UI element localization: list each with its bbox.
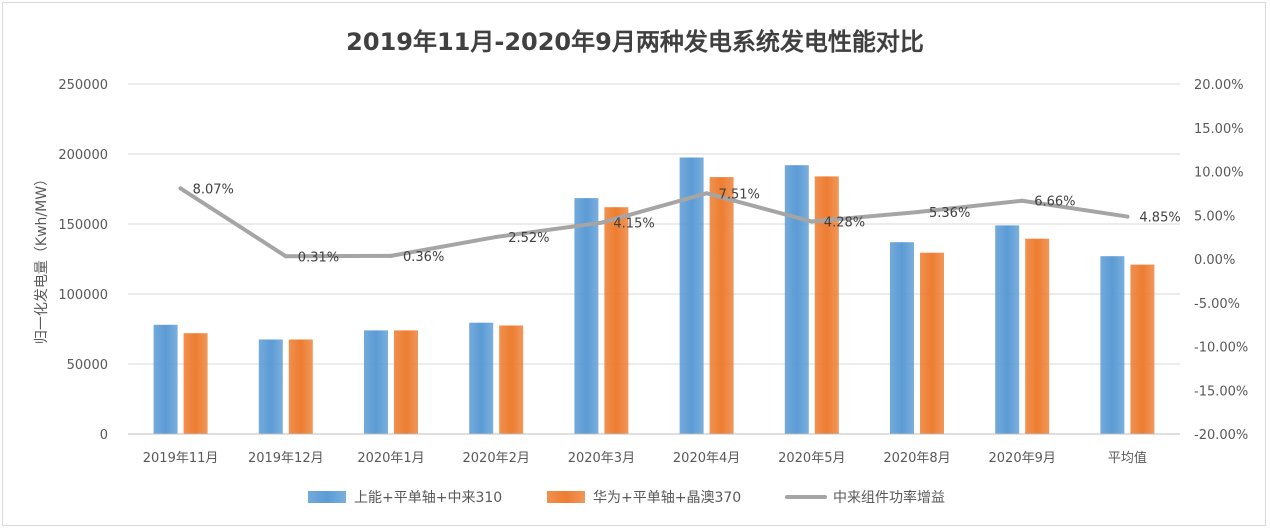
x-tick-label: 2019年12月	[248, 451, 324, 466]
line-point	[809, 219, 814, 224]
bar	[394, 330, 418, 434]
bar	[499, 325, 524, 434]
line-point	[599, 220, 604, 225]
x-tick-label: 2019年11月	[143, 451, 219, 466]
y2-tick-label: -15.00%	[1194, 384, 1248, 399]
bar	[1025, 238, 1050, 434]
data-label: 4.15%	[613, 217, 654, 232]
bar-series	[153, 157, 1155, 434]
y-axis-label: 归一化发电量（Kwh/MW）	[33, 172, 50, 344]
x-tick-label: 2020年2月	[463, 451, 530, 466]
y2-tick-label: -20.00%	[1194, 428, 1248, 443]
bar	[890, 242, 914, 434]
x-tick-label: 2020年4月	[673, 451, 740, 466]
bar	[258, 339, 283, 434]
line-path	[178, 186, 1130, 259]
y-tick-label: 250000	[58, 78, 108, 93]
x-tick-label: 2020年5月	[778, 451, 845, 466]
legend-label: 华为+平单轴+晶澳370	[593, 490, 741, 506]
legend-label: 上能+平单轴+中来310	[354, 490, 502, 506]
data-label: 0.31%	[298, 250, 339, 265]
y-axis-left: 0 50000 100000 150000 200000 250000	[58, 78, 108, 443]
y2-tick-label: -10.00%	[1194, 341, 1248, 356]
bar	[995, 225, 1020, 434]
data-label: 4.85%	[1139, 211, 1180, 226]
bar	[679, 157, 704, 434]
data-label: 4.28%	[824, 216, 865, 231]
bar	[153, 324, 178, 434]
line-point	[389, 253, 393, 258]
bar	[1130, 264, 1155, 434]
line-point	[178, 186, 183, 191]
y-axis-right: -20.00% -15.00% -10.00% -5.00% 0.00% 5.00% 10.…	[1194, 78, 1248, 443]
legend-swatch	[547, 491, 585, 503]
y2-tick-label: 15.00%	[1194, 122, 1244, 137]
x-tick-label: 2020年3月	[568, 451, 635, 466]
y-tick-label: 100000	[58, 288, 108, 303]
line-point	[1125, 214, 1130, 219]
bar	[364, 330, 388, 434]
line-point	[1020, 198, 1025, 203]
x-axis: 2019年11月 2019年12月 2020年1月 2020年2月 2020年3月 202…	[128, 433, 1180, 466]
bar	[574, 198, 599, 434]
data-label: 8.07%	[193, 182, 234, 197]
x-tick-label: 2020年1月	[357, 451, 424, 466]
bar	[709, 177, 734, 434]
y-tick-label: 50000	[67, 358, 108, 373]
line-point	[704, 191, 709, 196]
bar	[1100, 256, 1125, 434]
y-tick-label: 0	[100, 428, 108, 443]
y2-tick-label: 20.00%	[1194, 78, 1244, 93]
data-label: 6.66%	[1034, 195, 1075, 210]
data-label: 7.51%	[719, 187, 760, 202]
line-point	[283, 254, 288, 259]
data-label: 2.52%	[508, 231, 549, 246]
line-point	[494, 234, 499, 239]
bar	[604, 207, 629, 434]
y-tick-label: 150000	[58, 218, 108, 233]
bar	[288, 339, 313, 434]
bar	[784, 165, 809, 434]
y2-tick-label: 10.00%	[1194, 166, 1244, 181]
line-series: 8.07% 0.31% 0.36% 2.52% 4.15% 7.51% 4.28% 5.36%…	[178, 182, 1181, 265]
data-label: 5.36%	[929, 206, 970, 221]
gridlines	[128, 83, 1180, 435]
legend-label: 中来组件功率增益	[833, 489, 945, 506]
x-tick-label: 2020年8月	[883, 451, 950, 466]
y2-tick-label: 0.00%	[1194, 253, 1235, 268]
data-label: 0.36%	[403, 250, 444, 265]
line-point	[915, 210, 919, 215]
chart-title: 2019年11月-2020年9月两种发电系统发电性能对比	[346, 28, 924, 56]
legend-swatch	[308, 491, 346, 503]
y-tick-label: 200000	[58, 148, 108, 163]
legend: 上能+平单轴+中来310 华为+平单轴+晶澳370 中来组件功率增益	[308, 489, 945, 506]
y2-tick-label: 5.00%	[1194, 209, 1235, 224]
y2-tick-label: -5.00%	[1194, 297, 1240, 312]
bar	[469, 322, 494, 434]
bar	[920, 252, 944, 434]
x-tick-label: 2020年9月	[989, 451, 1056, 466]
bar	[183, 333, 208, 434]
x-tick-label: 平均值	[1108, 450, 1147, 466]
